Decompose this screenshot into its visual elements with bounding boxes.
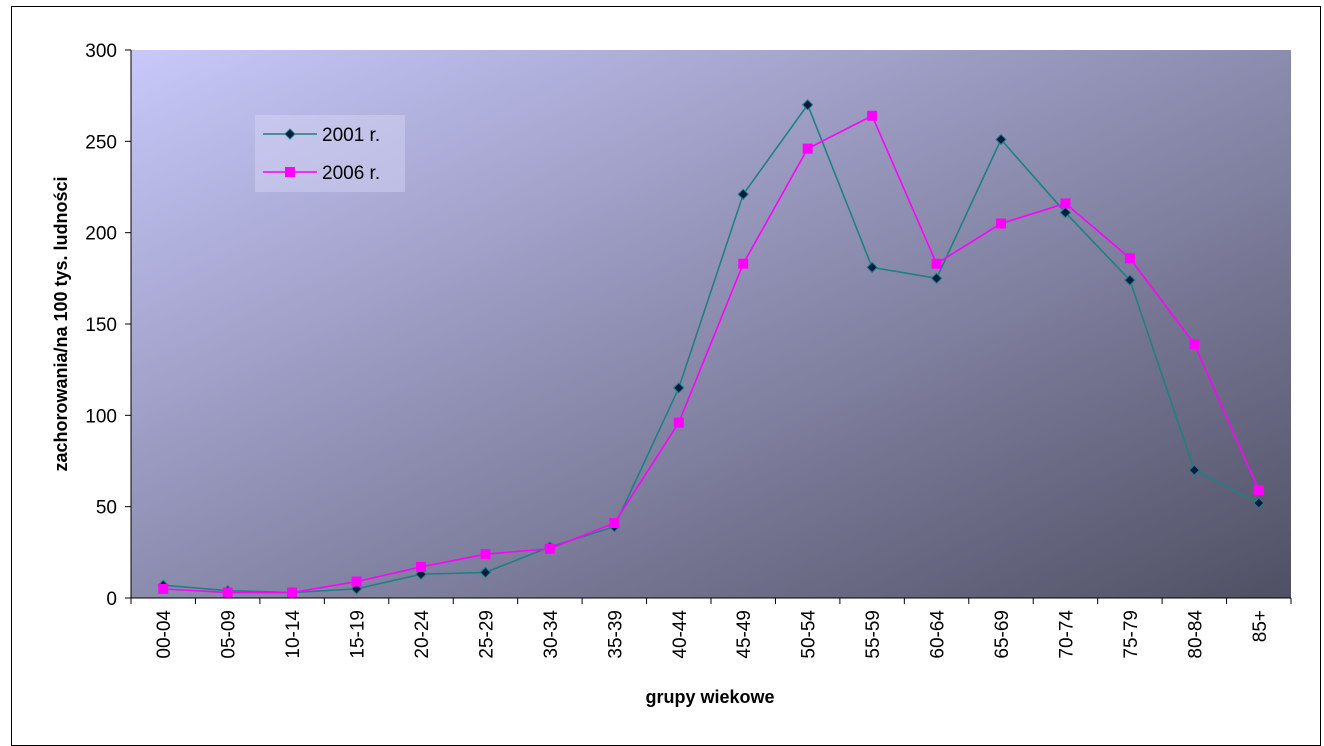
x-tick-label: 85+: [1250, 610, 1271, 642]
x-tick-label: 20-24: [412, 610, 433, 659]
data-point: [931, 258, 942, 269]
x-tick-label: 65-69: [992, 610, 1013, 659]
legend-box: [255, 115, 405, 192]
data-point: [287, 587, 298, 598]
data-point: [930, 272, 943, 285]
y-axis-title: zachorowania/na 100 tys. ludności: [51, 176, 71, 471]
legend-label: 2001 r.: [322, 125, 380, 146]
legend-marker: [284, 128, 296, 140]
x-tick-label: 50-54: [799, 610, 820, 659]
x-tick-label: 00-04: [154, 610, 175, 659]
x-tick-label: 05-09: [219, 610, 240, 659]
x-tick-label: 55-59: [863, 610, 884, 659]
series-2: [158, 110, 1264, 598]
x-tick-label: 80-84: [1185, 610, 1206, 659]
data-point: [1189, 339, 1200, 350]
data-point: [544, 543, 555, 554]
data-point: [479, 566, 492, 579]
data-point: [1253, 485, 1264, 496]
data-point: [416, 561, 426, 572]
legend: 2001 r. 2006 r.: [255, 115, 405, 192]
legend-marker: [285, 167, 295, 177]
y-tick-label: 300: [85, 41, 117, 62]
x-axis-title: grupy wiekowe: [645, 687, 774, 707]
data-point: [738, 258, 749, 269]
data-point: [1059, 206, 1072, 219]
data-point: [1124, 274, 1136, 286]
data-point: [737, 188, 749, 201]
data-point: [1060, 198, 1071, 209]
data-point: [802, 143, 813, 154]
data-point: [609, 518, 620, 529]
data-point: [222, 587, 233, 598]
data-point: [480, 549, 491, 560]
x-tick-label: 15-19: [348, 610, 369, 659]
x-tick-label: 35-39: [605, 610, 626, 659]
x-tick-label: 45-49: [734, 610, 755, 659]
x-tick-label: 40-44: [670, 610, 691, 659]
axes: 0 50 100 150 200 250 300 00-04 05-09 10-14 15-19 20…: [85, 41, 1292, 659]
x-tick-label: 70-74: [1056, 610, 1077, 659]
data-point: [158, 583, 169, 594]
data-point: [1124, 253, 1135, 264]
y-tick-label: 0: [106, 589, 117, 610]
y-tick-label: 200: [85, 224, 117, 245]
data-point: [1188, 464, 1201, 476]
y-tick-label: 250: [85, 132, 117, 153]
data-point: [351, 576, 362, 587]
series-line: [163, 103, 1260, 594]
data-point: [673, 382, 685, 394]
y-tick-label: 150: [85, 315, 117, 336]
data-point: [673, 417, 684, 428]
x-tick-label: 25-29: [476, 610, 497, 659]
data-point: [801, 99, 814, 111]
x-tick-label: 10-14: [283, 610, 304, 659]
data-point: [995, 133, 1007, 146]
series-layer: [157, 99, 1265, 599]
x-tick-label: 75-79: [1121, 610, 1142, 659]
data-point: [866, 261, 878, 274]
line-chart: 0 50 100 150 200 250 300 00-04 05-09 10-14 15-19 20…: [51, 41, 1292, 707]
data-point: [996, 218, 1006, 229]
series-line: [163, 114, 1260, 594]
x-tick-label: 30-34: [541, 610, 562, 659]
plot-area: [131, 50, 1291, 598]
legend-label: 2006 r.: [322, 163, 380, 184]
x-tick-label: 60-64: [928, 610, 949, 659]
y-tick-label: 100: [85, 406, 117, 427]
data-point: [1253, 497, 1265, 509]
data-point: [867, 110, 878, 121]
y-tick-label: 50: [96, 498, 117, 519]
series-1: [157, 99, 1265, 599]
